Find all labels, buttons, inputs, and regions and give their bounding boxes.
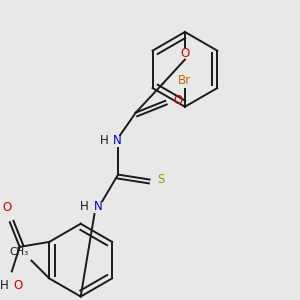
Text: O: O [173,94,182,107]
Text: O: O [14,279,23,292]
Text: H: H [80,200,88,213]
Text: Br: Br [178,74,191,87]
Text: H: H [100,134,108,147]
Text: N: N [113,134,122,147]
Text: H: H [0,279,9,292]
Text: O: O [2,201,11,214]
Text: N: N [94,200,102,213]
Text: CH₃: CH₃ [9,247,28,257]
Text: O: O [180,47,190,60]
Text: S: S [158,173,165,186]
